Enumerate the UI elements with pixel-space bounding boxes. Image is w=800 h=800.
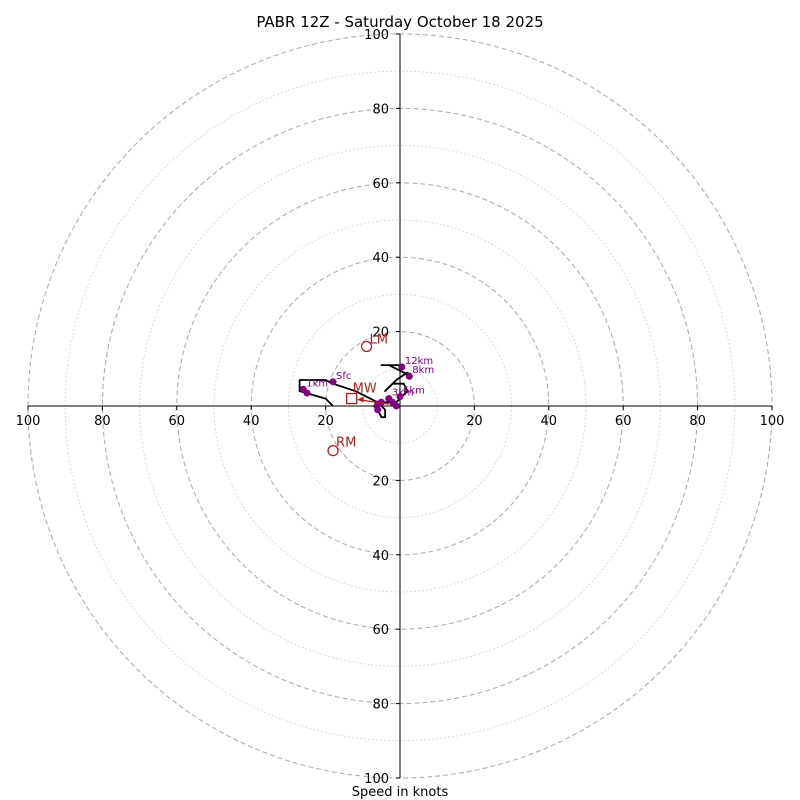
x-tick-label: 60 xyxy=(615,414,632,429)
y-tick-label: 40 xyxy=(372,251,389,266)
y-tick-label: 20 xyxy=(372,326,389,341)
height-marker-label: 8km xyxy=(412,365,434,376)
x-tick-label: 40 xyxy=(541,414,558,429)
x-tick-label: 80 xyxy=(689,414,706,429)
mean-wind-marker xyxy=(345,392,358,405)
height-marker-label: 3km xyxy=(392,388,414,399)
left-mover-label: LM xyxy=(370,332,388,347)
chart-title: PABR 12Z - Saturday October 18 2025 xyxy=(256,13,543,31)
tick-labels: 100 80 60 40 20 20 40 60 80 100 100 80 60 40 20 20 40 60 8… xyxy=(16,28,785,787)
height-marker xyxy=(299,385,307,393)
trace-point xyxy=(374,406,382,414)
x-tick-label: 100 xyxy=(16,414,41,429)
axes xyxy=(28,34,772,778)
x-tick-label: 60 xyxy=(169,414,186,429)
right-mover-marker xyxy=(327,444,339,457)
y-tick-label: 80 xyxy=(372,698,389,713)
height-marker xyxy=(396,393,404,401)
mean-wind-arrowhead xyxy=(357,396,364,403)
height-marker xyxy=(398,363,406,371)
mean-wind-label: MW xyxy=(353,382,377,397)
x-tick-label: 80 xyxy=(94,414,111,429)
y-tick-label: 100 xyxy=(364,28,389,43)
y-tick-label: 60 xyxy=(372,623,389,638)
x-tick-label: 100 xyxy=(760,414,785,429)
x-tick-label: 40 xyxy=(243,414,260,429)
y-tick-label: 20 xyxy=(372,474,389,489)
right-mover-label: RM xyxy=(336,436,356,451)
y-tick-label: 40 xyxy=(372,549,389,564)
y-tick-label: 100 xyxy=(364,772,389,787)
height-marker-label: 6km xyxy=(403,386,425,397)
x-axis-label: Speed in knots xyxy=(352,785,449,800)
trace-point xyxy=(392,402,400,410)
height-marker xyxy=(385,395,393,403)
y-tick-label: 80 xyxy=(372,102,389,117)
height-marker-label: 1km xyxy=(306,378,328,389)
x-tick-label: 20 xyxy=(466,414,483,429)
x-tick-label: 20 xyxy=(317,414,334,429)
height-marker-label: Sfc xyxy=(336,371,351,382)
left-mover-marker xyxy=(360,340,373,353)
height-marker xyxy=(329,378,337,386)
height-marker-label: 12km xyxy=(405,356,433,367)
height-marker xyxy=(405,372,413,380)
storm-motion-markers: LM RM MW xyxy=(327,332,389,457)
y-tick-label: 60 xyxy=(372,177,389,192)
